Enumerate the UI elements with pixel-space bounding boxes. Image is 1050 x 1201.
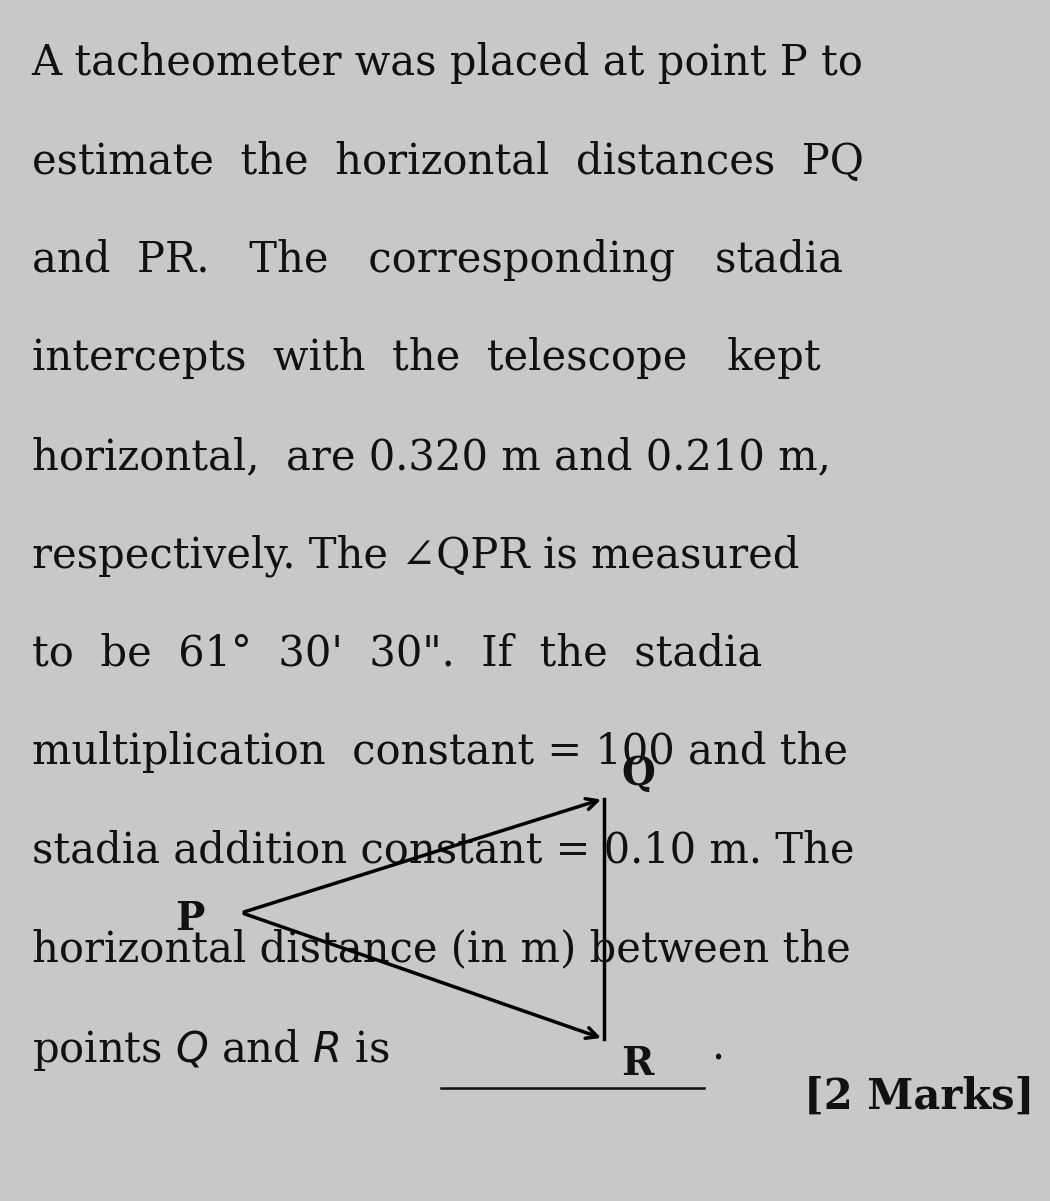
Text: respectively. The ∠QPR is measured: respectively. The ∠QPR is measured <box>32 534 799 576</box>
Text: intercepts  with  the  telescope   kept: intercepts with the telescope kept <box>32 337 820 380</box>
Text: stadia addition constant = 0.10 m. The: stadia addition constant = 0.10 m. The <box>32 830 854 872</box>
Text: estimate  the  horizontal  distances  PQ: estimate the horizontal distances PQ <box>32 141 863 183</box>
Text: P: P <box>175 900 205 938</box>
Text: [2 Marks]: [2 Marks] <box>804 1076 1034 1118</box>
Text: A tacheometer was placed at point P to: A tacheometer was placed at point P to <box>32 42 863 84</box>
Text: multiplication  constant = 100 and the: multiplication constant = 100 and the <box>32 731 847 773</box>
Text: horizontal distance (in m) between the: horizontal distance (in m) between the <box>32 928 850 970</box>
Text: horizontal,  are 0.320 m and 0.210 m,: horizontal, are 0.320 m and 0.210 m, <box>32 436 831 478</box>
Text: Q: Q <box>622 754 655 793</box>
Text: to  be  61°  30'  30".  If  the  stadia: to be 61° 30' 30". If the stadia <box>32 633 761 675</box>
Text: R: R <box>622 1045 654 1083</box>
Text: and  PR.   The   corresponding   stadia: and PR. The corresponding stadia <box>32 239 842 281</box>
Text: .: . <box>711 1027 724 1069</box>
Text: points $Q$ and $R$ is: points $Q$ and $R$ is <box>32 1027 388 1072</box>
